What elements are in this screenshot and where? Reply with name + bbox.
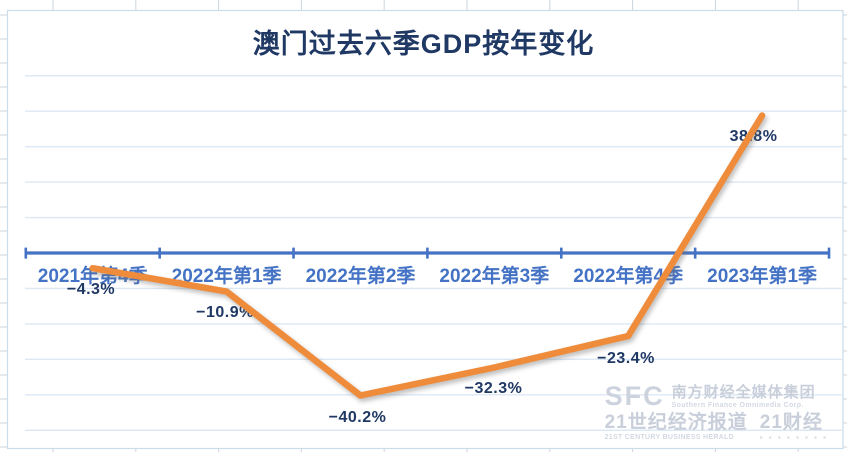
watermark-brand-en: 21ST CENTURY BUSINESS HERALD bbox=[604, 434, 734, 441]
x-axis-category: 2022年第3季 bbox=[439, 266, 550, 287]
data-label: −10.9% bbox=[196, 304, 254, 321]
x-axis-category: 2022年第1季 bbox=[171, 266, 282, 287]
data-label: −4.3% bbox=[66, 281, 116, 298]
data-label: −23.4% bbox=[597, 350, 655, 367]
watermark-brand2-cn: 21财经 bbox=[759, 412, 823, 433]
line-series-path bbox=[89, 112, 766, 399]
watermark-org-cn: 南方财经全媒体集团 bbox=[671, 383, 816, 401]
x-axis-category: 2022年第2季 bbox=[305, 266, 416, 287]
x-axis-category: 2023年第1季 bbox=[707, 266, 818, 287]
data-label: −32.3% bbox=[464, 380, 523, 397]
data-label: 38.8% bbox=[729, 128, 778, 145]
watermark-badge-squares: ▪ ▪ ▪ ▪ ▪ ▪ ▪ ▪ bbox=[759, 433, 828, 442]
x-axis bbox=[24, 247, 831, 259]
x-axis-category: 2022年第4季 bbox=[573, 266, 684, 287]
horizontal-gridlines bbox=[25, 75, 843, 431]
watermark-org-en: Southern Finance Omnimedia Corp. bbox=[671, 401, 804, 409]
sfc-logo: SFC bbox=[604, 381, 665, 411]
watermark: SFC 南方财经全媒体集团 Southern Finance Omnimedia… bbox=[605, 383, 828, 442]
data-label: −40.2% bbox=[328, 409, 387, 426]
watermark-brand-cn: 21世纪经济报道 bbox=[604, 412, 748, 433]
watermark-row-1: SFC 南方财经全媒体集团 Southern Finance Omnimedia… bbox=[605, 383, 828, 410]
watermark-row-2: 21世纪经济报道 21ST CENTURY BUSINESS HERALD 21… bbox=[605, 413, 828, 442]
chart-title: 澳门过去六季GDP按年变化 bbox=[252, 29, 595, 59]
